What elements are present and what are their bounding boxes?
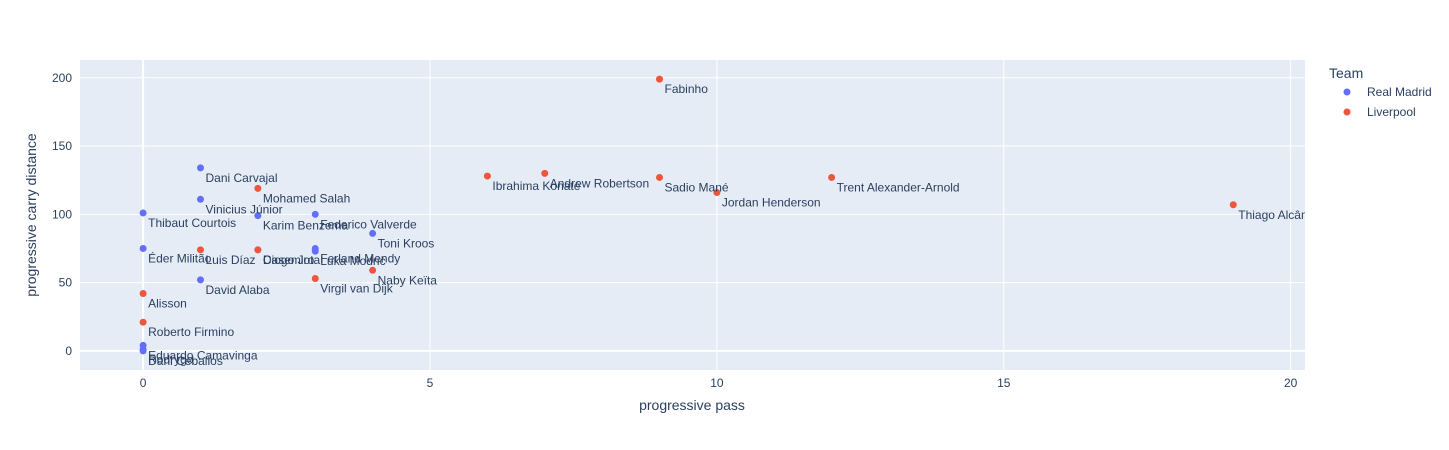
x-tick-label: 20 xyxy=(1284,376,1298,390)
point-label-fabinho: Fabinho xyxy=(665,82,709,96)
x-tick-label: 10 xyxy=(710,376,724,390)
point-label-rodrygo: Rodrygo xyxy=(148,353,194,367)
x-tick-label: 0 xyxy=(140,376,147,390)
point-label-eduardo-camavinga: Eduardo Camavinga xyxy=(148,348,258,362)
point-dani-ceballos[interactable] xyxy=(139,347,147,355)
point-label-ibrahima-konate: Ibrahima Konaté xyxy=(492,179,580,193)
point-fabinho[interactable] xyxy=(656,75,664,83)
point-label-ferland-mendy: Ferland Mendy xyxy=(320,251,400,265)
legend: Team Real Madrid Liverpool xyxy=(1329,65,1432,119)
point-diogo-jota[interactable] xyxy=(254,246,262,254)
x-tick-label: 15 xyxy=(997,376,1011,390)
point-label-virgil-van-dijk: Virgil van Dijk xyxy=(320,282,393,296)
point-label-karim-benzema: Karim Benzema xyxy=(263,219,349,233)
point-label-diogo-jota: Diogo Jota xyxy=(263,253,321,267)
point-label-sadio-mane: Sadio Mané xyxy=(665,180,729,194)
point-karim-benzema[interactable] xyxy=(254,212,262,220)
legend-label-real-madrid: Real Madrid xyxy=(1367,85,1432,99)
y-tick-label: 200 xyxy=(52,71,72,85)
point-dani-carvajal[interactable] xyxy=(196,164,204,172)
legend-item-liverpool[interactable]: Liverpool xyxy=(1343,105,1416,119)
data-points xyxy=(139,75,1237,355)
point-andrew-robertson[interactable] xyxy=(541,169,549,177)
point-label-eder-militao: Éder Militão xyxy=(148,250,212,265)
y-axis-title: progressive carry distance xyxy=(23,133,39,297)
y-tick-label: 50 xyxy=(59,276,73,290)
point-label-david-alaba: David Alaba xyxy=(205,283,269,297)
point-label-roberto-firmino: Roberto Firmino xyxy=(148,325,234,339)
plot-area xyxy=(80,60,1305,370)
point-trent-alexander-arnold[interactable] xyxy=(828,173,836,181)
point-label-toni-kroos: Toni Kroos xyxy=(378,236,435,250)
point-label-vinicius-junior: Vinicius Júnior xyxy=(205,202,282,216)
legend-item-real-madrid[interactable]: Real Madrid xyxy=(1343,85,1432,99)
x-tick-label: 5 xyxy=(427,376,434,390)
point-david-alaba[interactable] xyxy=(196,276,204,284)
point-ibrahima-konate[interactable] xyxy=(483,172,491,180)
point-naby-keita[interactable] xyxy=(369,266,377,274)
x-axis-title: progressive pass xyxy=(639,397,745,413)
point-thibaut-courtois[interactable] xyxy=(139,209,147,217)
point-label-dani-carvajal: Dani Carvajal xyxy=(205,171,277,185)
point-label-naby-keita: Naby Keïta xyxy=(378,273,438,287)
point-label-federico-valverde: Federico Valverde xyxy=(320,217,417,231)
point-label-andrew-robertson: Andrew Robertson xyxy=(550,176,649,190)
point-label-thiago-alcantara: Thiago Alcântara xyxy=(1238,208,1328,222)
y-tick-label: 150 xyxy=(52,139,72,153)
point-label-luka-modric: Luka Modrić xyxy=(320,254,385,268)
point-ferland-mendy[interactable] xyxy=(311,244,319,252)
legend-marker-real-madrid xyxy=(1343,88,1351,96)
legend-marker-liverpool xyxy=(1343,108,1351,116)
point-label-dani-ceballos: Dani Ceballos xyxy=(148,354,223,368)
point-vinicius-junior[interactable] xyxy=(196,195,204,203)
point-federico-valverde[interactable] xyxy=(311,210,319,218)
point-label-jordan-henderson: Jordan Henderson xyxy=(722,195,821,209)
point-sadio-mane[interactable] xyxy=(656,173,664,181)
legend-title: Team xyxy=(1329,65,1363,81)
point-label-alisson: Alisson xyxy=(148,297,187,311)
point-mohamed-salah[interactable] xyxy=(254,184,262,192)
point-alisson[interactable] xyxy=(139,290,147,298)
point-thiago-alcantara[interactable] xyxy=(1229,201,1237,209)
point-virgil-van-dijk[interactable] xyxy=(311,275,319,283)
point-label-trent-alexander-arnold: Trent Alexander-Arnold xyxy=(837,180,960,194)
point-jordan-henderson[interactable] xyxy=(713,188,721,196)
point-eder-militao[interactable] xyxy=(139,244,147,252)
grid-lines xyxy=(80,60,1305,370)
point-toni-kroos[interactable] xyxy=(369,229,377,237)
point-luis-diaz[interactable] xyxy=(196,246,204,254)
point-label-mohamed-salah: Mohamed Salah xyxy=(263,191,350,205)
y-tick-label: 100 xyxy=(52,207,72,221)
point-label-luis-diaz: Luis Díaz xyxy=(205,253,255,267)
point-label-casemiro: Casemiro xyxy=(263,253,315,267)
point-roberto-firmino[interactable] xyxy=(139,318,147,326)
y-tick-label: 0 xyxy=(65,344,72,358)
legend-label-liverpool: Liverpool xyxy=(1367,105,1416,119)
point-label-thibaut-courtois: Thibaut Courtois xyxy=(148,216,236,230)
